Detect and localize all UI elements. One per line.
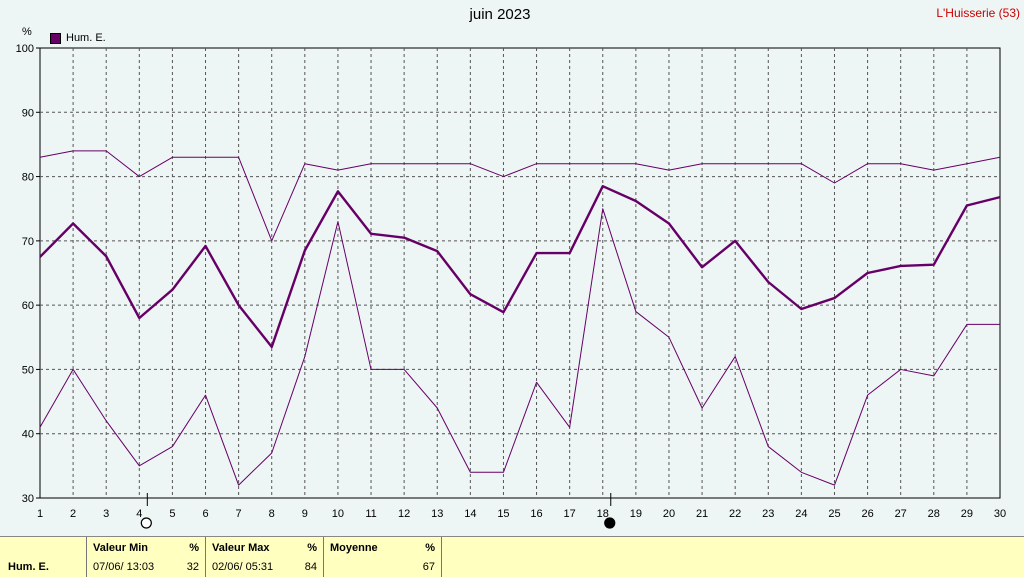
x-tick-label: 9 bbox=[302, 508, 308, 520]
y-tick-label: 60 bbox=[22, 300, 34, 312]
legend-label: Hum. E. bbox=[66, 32, 106, 44]
x-tick-label: 15 bbox=[497, 508, 509, 520]
x-tick-label: 18 bbox=[597, 508, 609, 520]
stats-mean-value: 67 bbox=[422, 561, 435, 573]
series-line-max bbox=[39, 150, 1001, 242]
x-tick-label: 8 bbox=[269, 508, 275, 520]
stats-max-value: 84 bbox=[304, 561, 317, 573]
x-tick-label: 4 bbox=[136, 508, 142, 520]
x-tick-label: 20 bbox=[663, 508, 675, 520]
stats-min-value: 32 bbox=[186, 561, 199, 573]
stats-series-label: Hum. E. bbox=[8, 561, 49, 573]
stats-min-cell: Valeur Min % 07/06/ 13:03 32 bbox=[87, 537, 206, 577]
stats-max-cell: Valeur Max % 02/06/ 05:31 84 bbox=[206, 537, 324, 577]
plot-area bbox=[39, 47, 1001, 499]
x-tick-label: 25 bbox=[828, 508, 840, 520]
y-tick-label: 50 bbox=[22, 364, 34, 376]
x-tick-label: 7 bbox=[236, 508, 242, 520]
stats-mean-unit: % bbox=[425, 542, 435, 554]
y-axis-unit: % bbox=[22, 26, 32, 38]
series-line-min bbox=[39, 208, 1000, 486]
y-tick-label: 70 bbox=[22, 236, 34, 248]
x-tick-label: 10 bbox=[332, 508, 344, 520]
stats-mean-label: Moyenne bbox=[330, 542, 378, 554]
x-tick-label: 6 bbox=[202, 508, 208, 520]
stats-mean-cell: Moyenne % 67 bbox=[324, 537, 442, 577]
x-tick-label: 27 bbox=[895, 508, 907, 520]
x-tick-label: 22 bbox=[729, 508, 741, 520]
stats-max-when: 02/06/ 05:31 bbox=[212, 561, 274, 573]
stats-max-label: Valeur Max bbox=[212, 542, 270, 554]
stats-panel: Hum. E. Valeur Min % 07/06/ 13:03 32 Val… bbox=[0, 536, 1024, 577]
x-tick-label: 24 bbox=[795, 508, 807, 520]
x-tick-label: 28 bbox=[928, 508, 940, 520]
y-tick-label: 100 bbox=[16, 43, 34, 55]
y-tick-label: 90 bbox=[22, 107, 34, 119]
x-tick-label: 2 bbox=[70, 508, 76, 520]
x-tick-label: 12 bbox=[398, 508, 410, 520]
x-tick-label: 19 bbox=[630, 508, 642, 520]
x-tick-label: 17 bbox=[564, 508, 576, 520]
x-tick-label: 1 bbox=[37, 508, 43, 520]
x-tick-label: 26 bbox=[861, 508, 873, 520]
x-tick-label: 13 bbox=[431, 508, 443, 520]
legend: Hum. E. bbox=[50, 32, 106, 44]
stats-min-label: Valeur Min bbox=[93, 542, 149, 554]
y-tick-label: 40 bbox=[22, 429, 34, 441]
x-tick-label: 29 bbox=[961, 508, 973, 520]
stats-max-unit: % bbox=[307, 542, 317, 554]
legend-swatch bbox=[50, 32, 61, 44]
station-location: L'Huisserie (53) bbox=[936, 6, 1020, 20]
x-tick-label: 30 bbox=[994, 508, 1006, 520]
stats-min-when: 07/06/ 13:03 bbox=[93, 561, 155, 573]
x-tick-label: 21 bbox=[696, 508, 708, 520]
x-tick-label: 14 bbox=[464, 508, 476, 520]
chart-title: juin 2023 bbox=[469, 6, 531, 23]
y-tick-label: 80 bbox=[22, 172, 34, 184]
stats-min-unit: % bbox=[189, 542, 199, 554]
y-tick-label: 30 bbox=[22, 493, 34, 505]
x-tick-label: 5 bbox=[169, 508, 175, 520]
x-tick-label: 11 bbox=[365, 508, 376, 520]
x-tick-label: 3 bbox=[103, 508, 109, 520]
series-line-mean bbox=[39, 185, 1001, 349]
new-moon-icon bbox=[604, 517, 616, 529]
x-tick-label: 16 bbox=[530, 508, 542, 520]
full-moon-icon bbox=[140, 517, 152, 529]
stats-series-cell: Hum. E. bbox=[0, 537, 87, 577]
x-tick-label: 23 bbox=[762, 508, 774, 520]
